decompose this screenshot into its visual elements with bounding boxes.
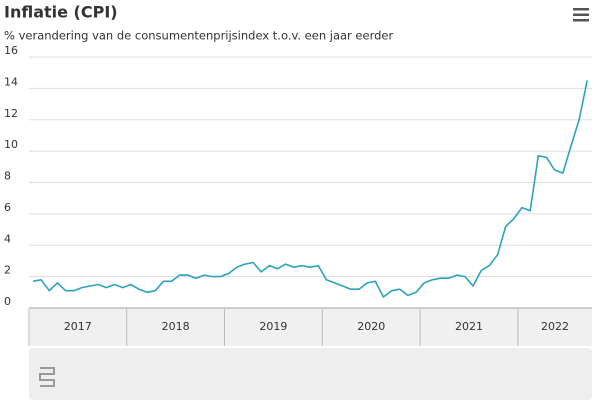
y-tick-label: 10 [4,138,18,151]
y-tick-label: 8 [4,170,11,183]
menu-bar[interactable] [573,13,589,17]
x-axis-band [29,309,592,346]
x-tick-label: 2018 [162,320,190,333]
x-tick-label: 2021 [455,320,483,333]
x-tick-label: 2022 [541,320,569,333]
x-tick-label: 2020 [357,320,385,333]
logo-shape [39,367,55,387]
footer [29,348,592,400]
logo [39,367,55,387]
y-tick-label: 12 [4,107,18,120]
x-tick-label: 2019 [259,320,287,333]
menu-bar[interactable] [573,8,589,11]
y-tick-label: 6 [4,201,11,214]
chart-title: Inflatie (CPI) [4,3,118,22]
y-tick-label: 16 [4,44,18,57]
y-tick-label: 0 [4,295,11,308]
chart-subtitle: % verandering van de consumentenprijsind… [4,29,393,43]
line [32,80,588,298]
menu-icon[interactable] [573,8,589,22]
y-tick-label: 4 [4,232,11,245]
x-tick-label: 2017 [64,320,92,333]
y-tick-label: 2 [4,264,11,277]
y-tick-label: 14 [4,75,18,88]
menu-bar[interactable] [573,19,589,22]
